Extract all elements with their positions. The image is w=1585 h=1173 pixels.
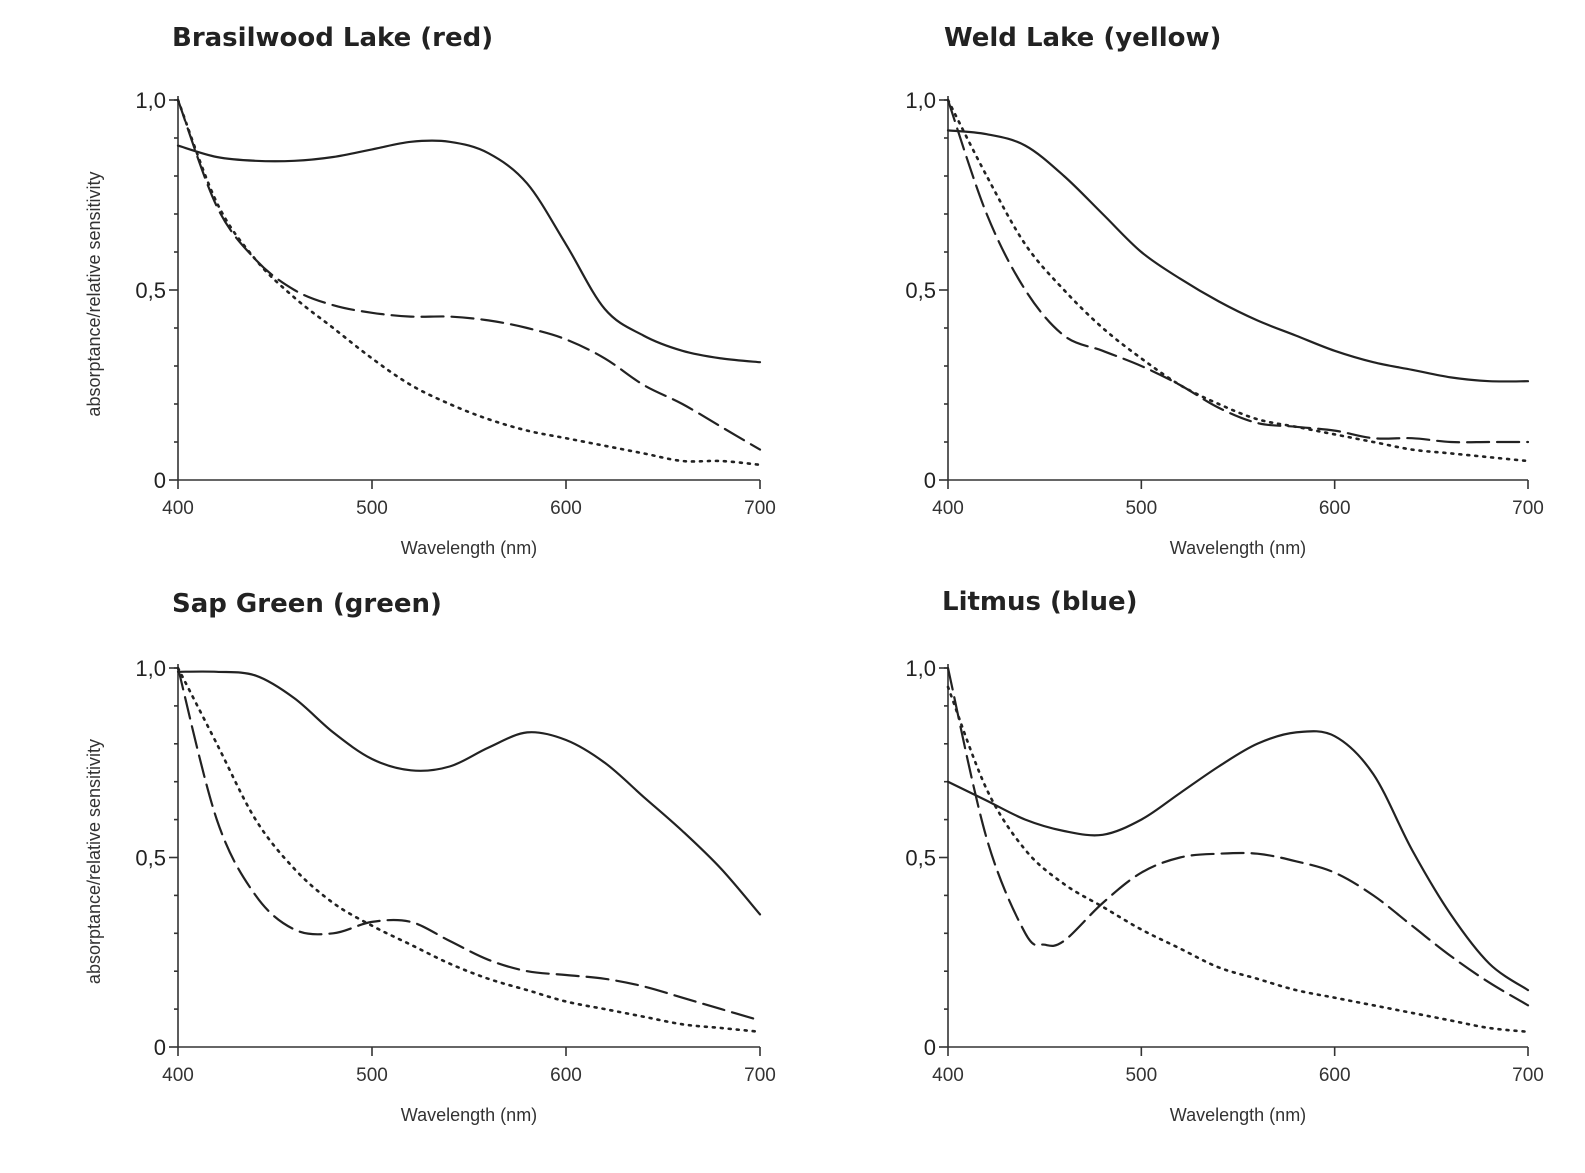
series-line-dotted [946,685,1530,1034]
x-tick-label: 400 [162,1065,194,1086]
y-tick-label: 1,0 [905,656,936,681]
x-tick-label: 600 [550,498,582,519]
y-tick-label: 0 [154,1035,166,1060]
chart-panel-3: Sap Green (green) 0 0,5 1,0 400 500 600 700 Wave… [84,589,776,1125]
x-axis-label: Wavelength (nm) [401,1105,537,1125]
series-line-solid [176,139,762,364]
x-tick-label: 700 [1512,498,1544,519]
series-line-solid [946,129,1530,383]
x-tick-label: 400 [162,498,194,519]
x-tick-label: 500 [1125,498,1157,519]
x-tick-label: 500 [356,498,388,519]
y-axis-label: absorptance/relative sensitivity [84,739,104,984]
series-line-dashed [176,98,762,451]
series-line-dotted [176,666,762,1034]
chart-panel-4: Litmus (blue) 0 0,5 1,0 400 500 600 700 Waveleng… [905,587,1543,1125]
y-tick-label: 1,0 [135,656,166,681]
y-tick-label: 1,0 [135,88,166,113]
series-line-dotted [946,98,1530,463]
y-tick-label: 1,0 [905,88,936,113]
y-tick-label: 0 [924,1035,936,1060]
series-line-solid [946,730,1530,992]
x-axis-label: Wavelength (nm) [1170,1105,1306,1125]
x-tick-label: 700 [744,1065,776,1086]
x-tick-label: 500 [356,1065,388,1086]
x-tick-label: 600 [550,1065,582,1086]
x-tick-label: 600 [1319,498,1351,519]
y-tick-label: 0 [154,468,166,493]
x-tick-label: 400 [932,1065,964,1086]
x-axis-label: Wavelength (nm) [401,538,537,558]
x-tick-label: 400 [932,498,964,519]
chart-title: Brasilwood Lake (red) [172,23,493,53]
chart-panel-1: Brasilwood Lake (red) 0 0,5 1,0 400 500 600 700… [84,23,776,558]
series-line-dotted [176,98,762,467]
x-axis-label: Wavelength (nm) [1170,538,1306,558]
chart-title: Litmus (blue) [942,587,1137,617]
chart-title: Weld Lake (yellow) [944,23,1221,53]
x-tick-label: 700 [744,498,776,519]
series-line-dashed [176,666,762,1022]
y-tick-label: 0,5 [135,846,166,871]
series-line-dashed [946,666,1530,1007]
x-tick-label: 600 [1319,1065,1351,1086]
y-tick-label: 0 [924,468,936,493]
chart-panel-2: Weld Lake (yellow) 0 0,5 1,0 400 500 600 700 Wav… [905,23,1543,558]
x-tick-label: 500 [1125,1065,1157,1086]
chart-title: Sap Green (green) [172,589,442,619]
x-tick-label: 700 [1512,1065,1544,1086]
series-line-dashed [946,98,1530,444]
series-line-solid [176,670,762,916]
y-tick-label: 0,5 [905,278,936,303]
y-axis-label: absorptance/relative sensitivity [84,171,104,416]
y-tick-label: 0,5 [135,278,166,303]
y-tick-label: 0,5 [905,846,936,871]
